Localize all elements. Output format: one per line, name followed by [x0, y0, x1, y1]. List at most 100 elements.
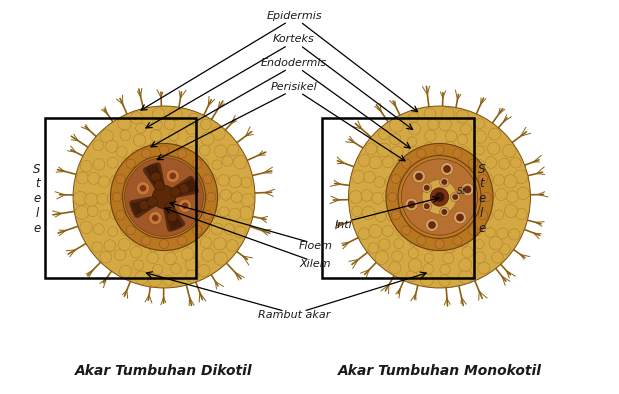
Ellipse shape	[430, 188, 449, 206]
Ellipse shape	[408, 248, 419, 258]
Ellipse shape	[439, 177, 449, 187]
Ellipse shape	[372, 192, 384, 204]
Ellipse shape	[150, 130, 162, 141]
Text: e: e	[478, 193, 485, 205]
Text: e: e	[478, 223, 485, 235]
Ellipse shape	[361, 190, 373, 201]
Ellipse shape	[461, 124, 471, 135]
Ellipse shape	[224, 224, 235, 234]
Ellipse shape	[475, 145, 484, 154]
Ellipse shape	[494, 210, 504, 220]
Ellipse shape	[214, 145, 227, 157]
Ellipse shape	[422, 180, 457, 214]
Ellipse shape	[178, 236, 187, 245]
Ellipse shape	[207, 174, 217, 184]
Text: Akar Tumbuhan Monokotil: Akar Tumbuhan Monokotil	[337, 364, 542, 378]
Ellipse shape	[151, 172, 161, 182]
Ellipse shape	[152, 108, 165, 119]
Text: Epidermis: Epidermis	[266, 11, 322, 21]
Ellipse shape	[516, 208, 527, 220]
Ellipse shape	[124, 158, 204, 236]
Bar	[45, 118, 196, 278]
Ellipse shape	[207, 208, 218, 219]
Ellipse shape	[458, 146, 470, 158]
Ellipse shape	[112, 192, 121, 202]
Ellipse shape	[80, 221, 92, 234]
Ellipse shape	[234, 226, 246, 238]
Ellipse shape	[464, 186, 471, 193]
Text: Xilem: Xilem	[300, 259, 332, 269]
Ellipse shape	[198, 264, 210, 277]
Ellipse shape	[369, 156, 382, 169]
Ellipse shape	[374, 177, 385, 188]
Ellipse shape	[182, 203, 188, 209]
Ellipse shape	[422, 201, 431, 211]
Ellipse shape	[421, 273, 433, 286]
Ellipse shape	[178, 149, 187, 158]
Ellipse shape	[409, 236, 420, 246]
Ellipse shape	[377, 143, 391, 157]
Ellipse shape	[100, 130, 113, 143]
Ellipse shape	[77, 172, 89, 184]
Ellipse shape	[408, 123, 420, 135]
Ellipse shape	[468, 159, 477, 168]
Bar	[322, 118, 474, 278]
Ellipse shape	[391, 146, 403, 158]
Ellipse shape	[228, 144, 239, 156]
Ellipse shape	[116, 210, 125, 219]
Ellipse shape	[228, 208, 241, 220]
Ellipse shape	[141, 236, 150, 245]
Text: e: e	[33, 223, 41, 235]
Ellipse shape	[193, 226, 202, 235]
Ellipse shape	[147, 197, 158, 207]
Ellipse shape	[478, 210, 488, 219]
Ellipse shape	[131, 247, 142, 258]
Ellipse shape	[108, 227, 118, 237]
Ellipse shape	[402, 226, 411, 235]
Ellipse shape	[398, 156, 481, 238]
Ellipse shape	[401, 159, 478, 235]
Ellipse shape	[93, 158, 105, 170]
Ellipse shape	[154, 180, 164, 191]
Ellipse shape	[201, 237, 212, 248]
Ellipse shape	[131, 112, 143, 124]
Ellipse shape	[425, 130, 436, 141]
Ellipse shape	[456, 110, 469, 123]
Ellipse shape	[375, 211, 386, 222]
Ellipse shape	[188, 113, 199, 124]
Ellipse shape	[491, 252, 503, 263]
Ellipse shape	[352, 170, 365, 183]
Ellipse shape	[210, 192, 220, 201]
Ellipse shape	[474, 252, 486, 263]
Ellipse shape	[368, 243, 378, 253]
Text: t: t	[479, 178, 484, 190]
Ellipse shape	[92, 242, 102, 252]
Ellipse shape	[504, 175, 517, 188]
Ellipse shape	[75, 206, 89, 219]
Ellipse shape	[181, 248, 194, 260]
Ellipse shape	[186, 136, 196, 147]
Ellipse shape	[461, 183, 474, 196]
Ellipse shape	[478, 175, 488, 184]
Ellipse shape	[389, 118, 404, 132]
Ellipse shape	[149, 274, 162, 287]
Text: Rambut akar: Rambut akar	[258, 310, 330, 320]
Ellipse shape	[214, 252, 227, 265]
Text: e: e	[33, 193, 41, 205]
Ellipse shape	[475, 119, 485, 129]
Ellipse shape	[482, 210, 493, 221]
Ellipse shape	[358, 228, 370, 240]
Ellipse shape	[152, 119, 162, 130]
Ellipse shape	[474, 130, 487, 143]
Ellipse shape	[517, 187, 529, 199]
Ellipse shape	[497, 228, 508, 239]
Ellipse shape	[408, 201, 415, 208]
Ellipse shape	[222, 156, 233, 166]
Ellipse shape	[456, 214, 464, 221]
Ellipse shape	[511, 158, 521, 168]
Ellipse shape	[152, 215, 158, 221]
Ellipse shape	[133, 236, 143, 246]
Ellipse shape	[100, 251, 111, 263]
Ellipse shape	[348, 106, 530, 288]
Ellipse shape	[240, 206, 253, 220]
